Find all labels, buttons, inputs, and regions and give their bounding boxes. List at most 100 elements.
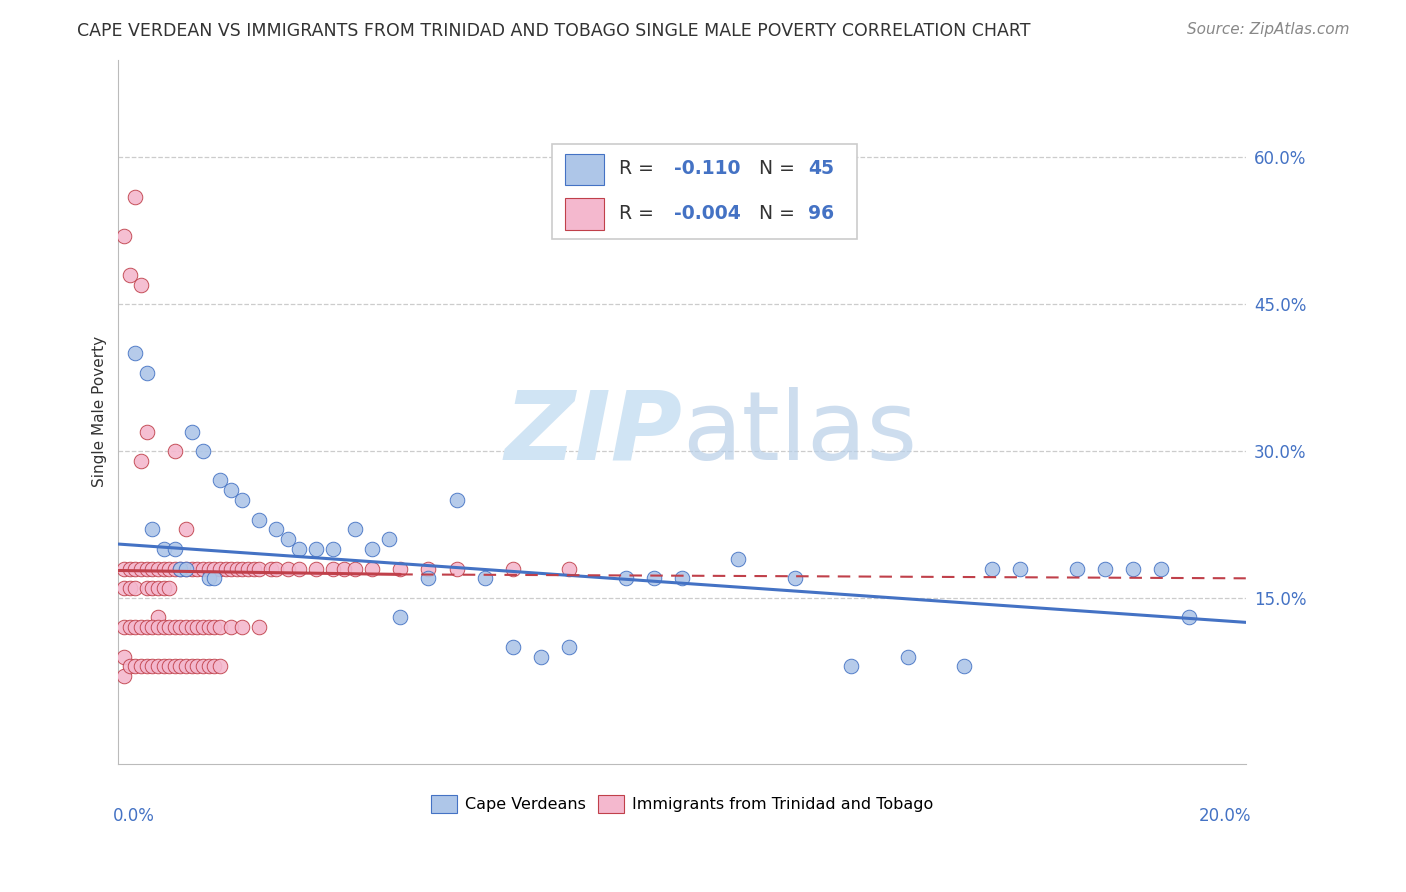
- Point: [418, 571, 440, 585]
- Point: [152, 581, 174, 595]
- Point: [141, 581, 163, 595]
- Point: [129, 620, 152, 634]
- Point: [169, 620, 191, 634]
- Point: [197, 620, 219, 634]
- Point: [146, 620, 169, 634]
- Point: [135, 581, 157, 595]
- Point: [1150, 561, 1173, 575]
- Point: [112, 581, 135, 595]
- Point: [163, 659, 186, 673]
- Point: [169, 659, 191, 673]
- Point: [180, 659, 202, 673]
- Point: [129, 561, 152, 575]
- Point: [231, 493, 253, 508]
- Point: [305, 561, 328, 575]
- Point: [288, 541, 311, 556]
- Point: [191, 659, 214, 673]
- Point: [558, 561, 581, 575]
- Point: [236, 561, 259, 575]
- Point: [1122, 561, 1144, 575]
- Point: [208, 620, 231, 634]
- Point: [208, 659, 231, 673]
- Point: [259, 561, 281, 575]
- Point: [264, 522, 287, 536]
- Point: [344, 522, 367, 536]
- Point: [163, 444, 186, 458]
- Point: [202, 659, 225, 673]
- Point: [146, 659, 169, 673]
- Point: [643, 571, 665, 585]
- Point: [135, 561, 157, 575]
- Point: [186, 620, 208, 634]
- Point: [169, 561, 191, 575]
- Point: [231, 620, 253, 634]
- Point: [530, 649, 553, 664]
- Point: [361, 541, 384, 556]
- Point: [225, 561, 247, 575]
- Point: [981, 561, 1004, 575]
- Point: [783, 571, 806, 585]
- Point: [208, 561, 231, 575]
- Point: [671, 571, 693, 585]
- Text: ZIP: ZIP: [505, 386, 682, 480]
- Text: CAPE VERDEAN VS IMMIGRANTS FROM TRINIDAD AND TOBAGO SINGLE MALE POVERTY CORRELAT: CAPE VERDEAN VS IMMIGRANTS FROM TRINIDAD…: [77, 22, 1031, 40]
- Point: [124, 659, 146, 673]
- Point: [191, 444, 214, 458]
- Point: [389, 561, 412, 575]
- Point: [247, 620, 270, 634]
- Point: [174, 522, 197, 536]
- Point: [118, 561, 141, 575]
- Point: [208, 474, 231, 488]
- Point: [129, 659, 152, 673]
- Point: [180, 425, 202, 439]
- Point: [118, 620, 141, 634]
- Point: [197, 561, 219, 575]
- Point: [152, 541, 174, 556]
- Point: [135, 425, 157, 439]
- Point: [141, 522, 163, 536]
- Point: [174, 620, 197, 634]
- Point: [135, 366, 157, 380]
- Point: [191, 620, 214, 634]
- Legend: Cape Verdeans, Immigrants from Trinidad and Tobago: Cape Verdeans, Immigrants from Trinidad …: [425, 789, 939, 820]
- Point: [129, 454, 152, 468]
- Point: [141, 620, 163, 634]
- Point: [152, 659, 174, 673]
- Point: [163, 620, 186, 634]
- Point: [361, 561, 384, 575]
- Point: [202, 571, 225, 585]
- Point: [112, 669, 135, 683]
- Point: [333, 561, 356, 575]
- Point: [163, 541, 186, 556]
- Point: [474, 571, 496, 585]
- Point: [174, 561, 197, 575]
- Point: [157, 561, 180, 575]
- Point: [277, 532, 299, 546]
- Point: [141, 561, 163, 575]
- Point: [1094, 561, 1116, 575]
- Point: [152, 620, 174, 634]
- Point: [446, 561, 468, 575]
- Point: [135, 659, 157, 673]
- Point: [197, 659, 219, 673]
- Point: [186, 659, 208, 673]
- Point: [146, 581, 169, 595]
- Point: [389, 610, 412, 624]
- Point: [727, 551, 749, 566]
- Point: [378, 532, 401, 546]
- Point: [124, 581, 146, 595]
- Point: [277, 561, 299, 575]
- Point: [558, 640, 581, 654]
- Point: [169, 561, 191, 575]
- Point: [839, 659, 862, 673]
- Point: [1066, 561, 1088, 575]
- Point: [202, 561, 225, 575]
- Point: [219, 483, 242, 498]
- Text: atlas: atlas: [682, 386, 917, 480]
- Point: [124, 346, 146, 360]
- Point: [247, 561, 270, 575]
- Point: [174, 561, 197, 575]
- Point: [157, 620, 180, 634]
- Point: [174, 659, 197, 673]
- Point: [288, 561, 311, 575]
